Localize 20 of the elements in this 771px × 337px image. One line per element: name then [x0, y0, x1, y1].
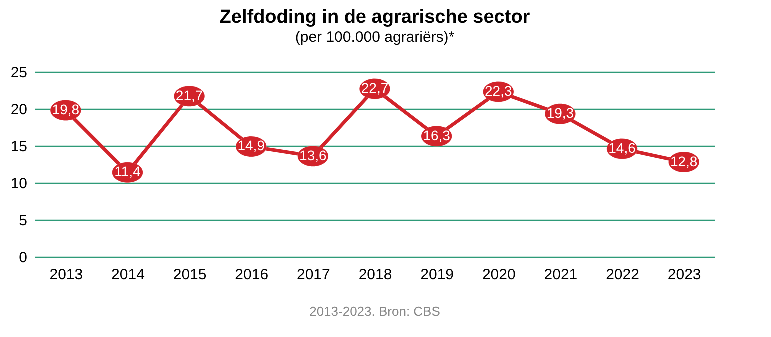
y-tick-label: 20 — [10, 102, 28, 118]
x-tick-label: 2016 — [235, 266, 269, 284]
y-tick-label: 5 — [19, 212, 28, 230]
x-tick-label: 2023 — [668, 266, 702, 284]
chart-subtitle: (per 100.000 agrariërs)* — [295, 29, 455, 46]
chart-title: Zelfdoding in de agrarische sector — [220, 7, 531, 28]
x-tick-label: 2017 — [296, 266, 330, 284]
y-tick-label: 15 — [10, 138, 28, 156]
x-tick-label: 2015 — [173, 266, 207, 284]
text: 2013-2023. Bron: CBS — [310, 304, 441, 319]
y-tick-label: 25 — [10, 64, 28, 82]
x-tick-label: 2014 — [112, 266, 145, 284]
y-tick-label: 10 — [10, 176, 28, 192]
x-tick-label: 2013 — [50, 266, 84, 284]
x-tick-label: 2018 — [358, 266, 392, 284]
y-tick-label: 0 — [19, 250, 28, 266]
x-tick-label: 2021 — [544, 266, 578, 284]
x-tick-label: 2019 — [420, 266, 454, 284]
x-tick-label: 2022 — [606, 266, 640, 284]
x-tick-label: 2020 — [482, 266, 516, 284]
